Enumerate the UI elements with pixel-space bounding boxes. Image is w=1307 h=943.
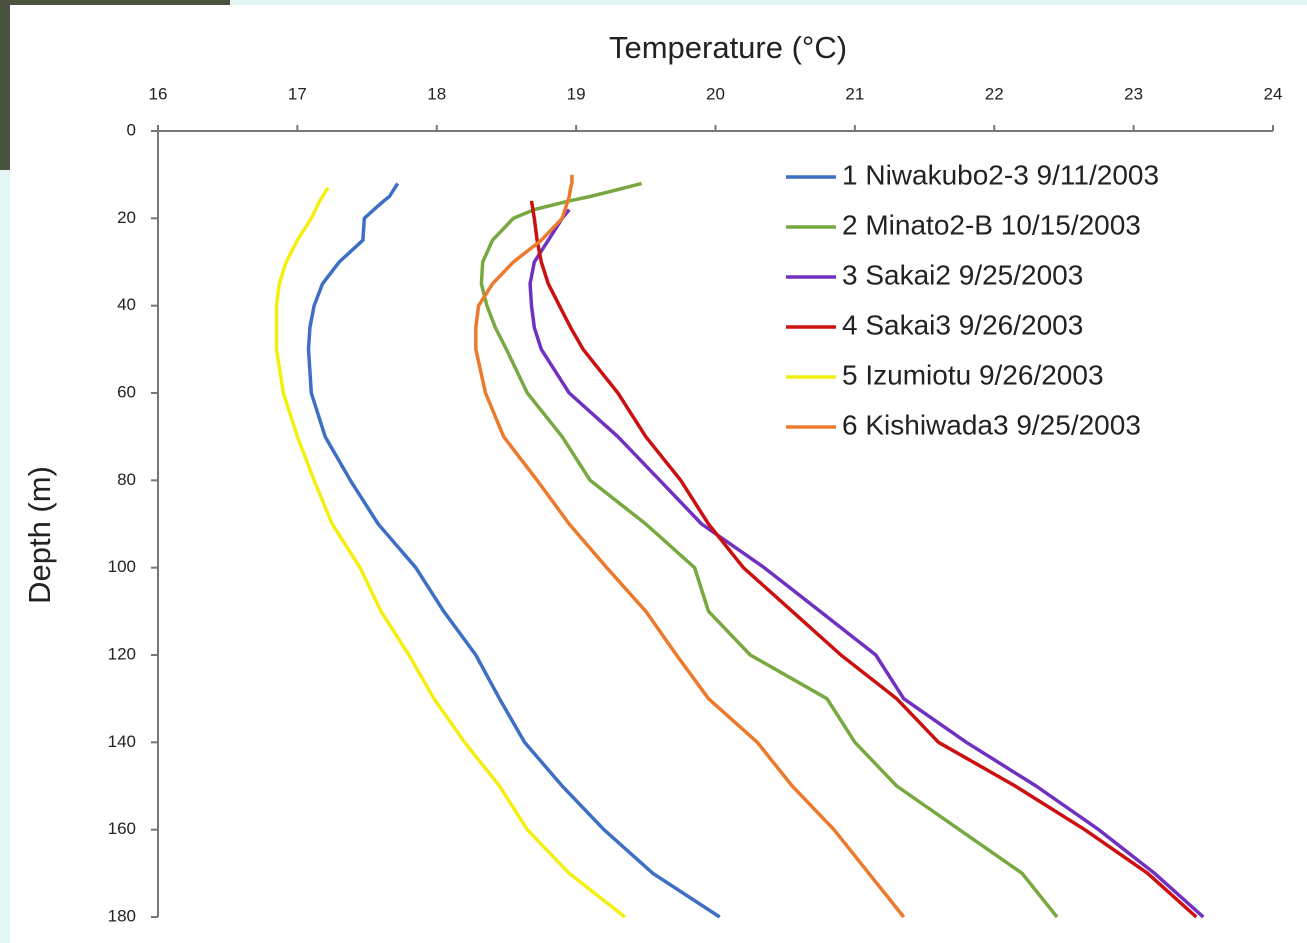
series-line: [274, 186, 626, 919]
x-tick-label: 17: [288, 84, 307, 103]
x-tick-label: 18: [427, 84, 446, 103]
x-tick-label: 20: [706, 84, 725, 103]
series-line: [529, 200, 1198, 919]
series-line: [474, 174, 906, 919]
series-line: [528, 208, 1205, 919]
x-tick-label: 21: [845, 84, 864, 103]
chart-title: Temperature (°C): [609, 30, 847, 65]
y-tick-label: 20: [117, 208, 136, 227]
x-tick-label: 16: [149, 84, 168, 103]
y-tick-label: 120: [108, 644, 136, 663]
x-tick-label: 23: [1124, 84, 1143, 103]
y-tick-label: 0: [127, 120, 136, 139]
y-tick-label: 60: [117, 382, 136, 401]
y-tick-label: 80: [117, 470, 136, 489]
legend-label: 3 Sakai2 9/25/2003: [842, 259, 1083, 290]
x-tick-label: 24: [1264, 84, 1283, 103]
plot-panel: [10, 5, 1307, 943]
y-tick-label: 180: [108, 906, 136, 925]
x-tick-label: 22: [985, 84, 1004, 103]
legend-label: 6 Kishiwada3 9/25/2003: [842, 409, 1141, 440]
x-tick-label: 19: [567, 84, 586, 103]
series-line: [306, 182, 721, 919]
y-axis-label: Depth (m): [22, 466, 57, 604]
y-tick-label: 40: [117, 295, 136, 314]
legend-label: 4 Sakai3 9/26/2003: [842, 309, 1083, 340]
y-tick-label: 140: [108, 732, 136, 751]
legend-label: 1 Niwakubo2-3 9/11/2003: [842, 159, 1159, 190]
y-tick-label: 160: [108, 819, 136, 838]
legend-label: 5 Izumiotu 9/26/2003: [842, 359, 1104, 390]
legend-label: 2 Minato2-B 10/15/2003: [842, 209, 1141, 240]
y-tick-label: 100: [108, 557, 136, 576]
